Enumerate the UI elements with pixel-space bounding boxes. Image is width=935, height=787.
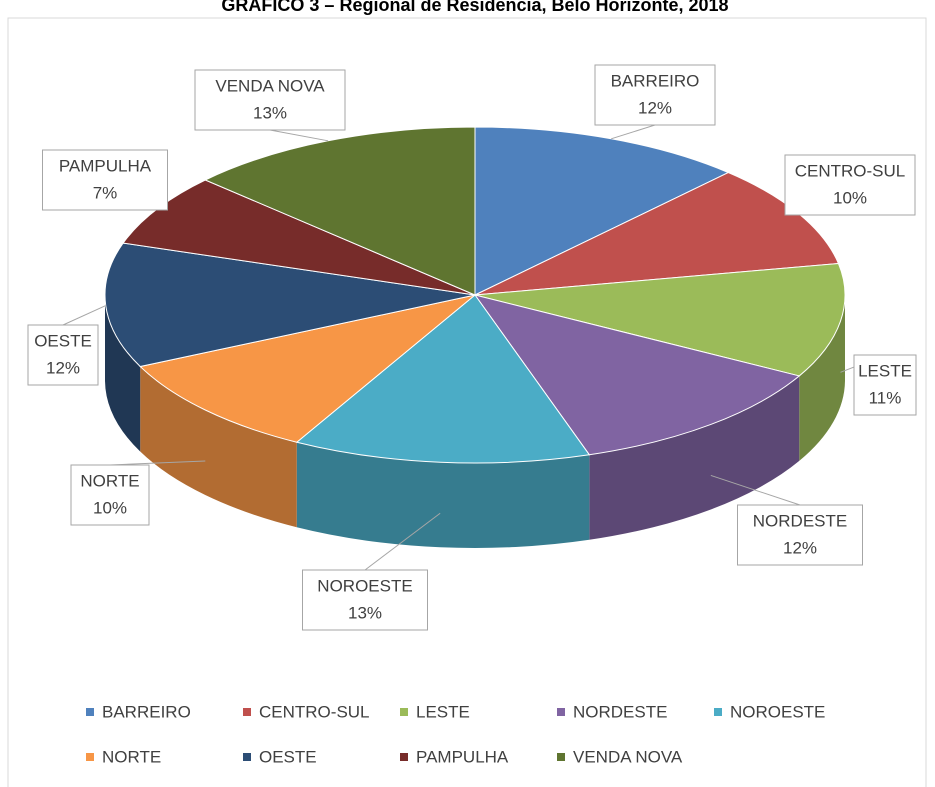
label-value: 10% bbox=[93, 498, 127, 517]
slice-side bbox=[140, 366, 297, 528]
label-name: OESTE bbox=[34, 331, 92, 350]
leader-line bbox=[269, 129, 329, 142]
leader-line bbox=[710, 474, 801, 506]
legend-swatch bbox=[557, 708, 565, 716]
label-value: 10% bbox=[833, 188, 867, 207]
slice bbox=[295, 294, 591, 464]
legend-swatch bbox=[243, 753, 251, 761]
slice bbox=[474, 262, 846, 377]
legend-swatch bbox=[86, 708, 94, 716]
leader-line bbox=[364, 512, 441, 571]
leader-line bbox=[62, 305, 106, 326]
legend-label: OESTE bbox=[259, 747, 317, 766]
label-box bbox=[853, 354, 917, 416]
legend-label: BARREIRO bbox=[102, 702, 191, 721]
label-name: BARREIRO bbox=[611, 71, 700, 90]
label-value: 12% bbox=[783, 538, 817, 557]
legend-label: VENDA NOVA bbox=[573, 747, 683, 766]
label-box bbox=[302, 569, 428, 631]
label-box bbox=[42, 149, 168, 211]
legend-label: NORTE bbox=[102, 747, 161, 766]
label-box bbox=[594, 64, 716, 126]
leader-line bbox=[611, 124, 656, 140]
legend-label: NOROESTE bbox=[730, 702, 825, 721]
legend-swatch bbox=[400, 753, 408, 761]
label-value: 13% bbox=[348, 603, 382, 622]
legend-label: NORDESTE bbox=[573, 702, 667, 721]
label-box bbox=[70, 464, 150, 526]
slice-side bbox=[589, 375, 800, 540]
label-box bbox=[27, 324, 99, 386]
label-name: CENTRO-SUL bbox=[795, 161, 906, 180]
legend-label: CENTRO-SUL bbox=[259, 702, 370, 721]
label-name: LESTE bbox=[858, 361, 912, 380]
slice-side bbox=[296, 442, 590, 548]
label-value: 7% bbox=[93, 183, 118, 202]
label-name: VENDA NOVA bbox=[215, 76, 325, 95]
slice bbox=[473, 294, 801, 456]
legend-label: LESTE bbox=[416, 702, 470, 721]
legend-swatch bbox=[557, 753, 565, 761]
legend-swatch bbox=[86, 753, 94, 761]
slice bbox=[139, 294, 476, 443]
slice bbox=[474, 126, 730, 296]
label-box bbox=[784, 154, 916, 216]
slice-side bbox=[105, 295, 141, 452]
label-value: 12% bbox=[638, 98, 672, 117]
leader-line bbox=[109, 460, 206, 466]
label-name: PAMPULHA bbox=[59, 156, 152, 175]
legend-swatch bbox=[714, 708, 722, 716]
label-value: 13% bbox=[253, 103, 287, 122]
legend-swatch bbox=[243, 708, 251, 716]
label-value: 12% bbox=[46, 358, 80, 377]
label-name: NORTE bbox=[80, 471, 139, 490]
label-box bbox=[194, 69, 346, 131]
label-value: 11% bbox=[869, 388, 902, 407]
label-box bbox=[737, 504, 863, 566]
legend-label: PAMPULHA bbox=[416, 747, 509, 766]
slice bbox=[204, 126, 476, 296]
legend-swatch bbox=[400, 708, 408, 716]
label-name: NORDESTE bbox=[753, 511, 847, 530]
label-name: NOROESTE bbox=[317, 576, 412, 595]
chart-title: GRÁFICO 3 – Regional de Residência, Belo… bbox=[221, 0, 728, 15]
